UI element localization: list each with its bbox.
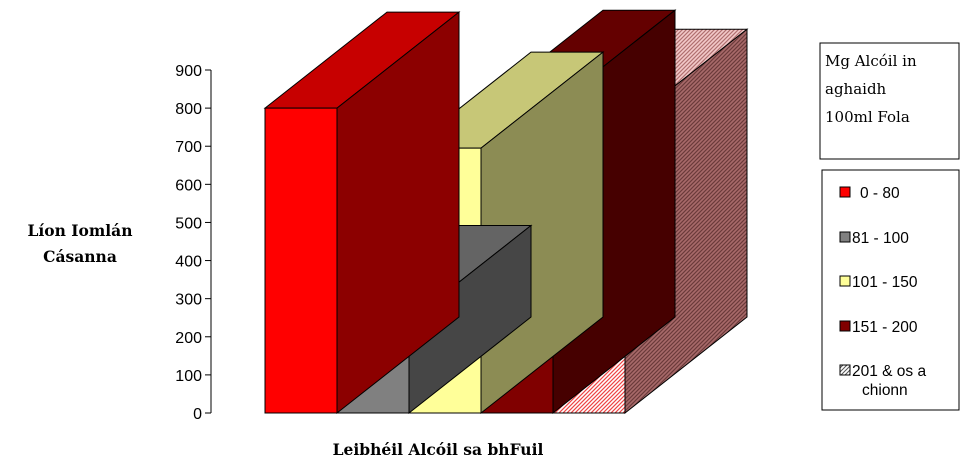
legend-item: 151 - 200 <box>839 319 918 336</box>
legend-title-box: Mg Alcóil in aghaidh 100ml Fola <box>819 42 960 160</box>
legend-label: 101 - 150 <box>852 274 918 291</box>
legend-title-line: Mg Alcóil in <box>825 52 917 70</box>
legend-label: 151 - 200 <box>852 319 918 336</box>
legend-label: 0 - 80 <box>860 185 900 202</box>
y-tick-label: 100 <box>175 368 202 385</box>
legend-title-frame <box>819 42 960 160</box>
legend-item: 0 - 80 <box>839 185 900 202</box>
y-tick-label: 400 <box>175 254 202 271</box>
legend-swatch <box>839 275 851 287</box>
y-tick-label: 0 <box>193 406 202 423</box>
legend-label: 201 & os a <box>852 363 926 380</box>
legend-swatch <box>839 364 851 376</box>
legend-item: 81 - 100 <box>839 230 909 247</box>
legend-swatch <box>839 320 851 332</box>
legend: Mg Alcóil in aghaidh 100ml Fola 0 - 80 81 - … <box>819 42 960 411</box>
legend-label: 81 - 100 <box>852 230 909 247</box>
bar <box>263 11 461 415</box>
y-tick-label: 900 <box>175 63 202 80</box>
legend-title-line: 100ml Fola <box>825 108 910 126</box>
legend-item: 201 & os a chionn <box>839 363 926 399</box>
legend-label: chionn <box>862 382 908 399</box>
y-axis-title-line: Cásanna <box>43 247 117 266</box>
y-tick-label: 800 <box>175 101 202 118</box>
legend-item: 101 - 150 <box>839 274 918 291</box>
y-tick-label: 600 <box>175 177 202 194</box>
x-axis-title: Leibhéil Alcóil sa bhFuil <box>333 440 544 459</box>
bars <box>263 9 749 415</box>
y-axis: 0 100 200 300 400 500 600 700 800 900 <box>175 63 212 423</box>
legend-box: 0 - 80 81 - 100 101 - 150 151 - 200 201 & os… <box>821 169 960 411</box>
y-axis-title: Líon Iomlán Cásanna <box>28 221 133 266</box>
y-tick-label: 700 <box>175 139 202 156</box>
y-tick-label: 500 <box>175 215 202 232</box>
bar-front-face <box>264 107 338 414</box>
legend-swatch <box>839 186 851 198</box>
legend-title-line: aghaidh <box>825 80 887 98</box>
y-tick-label: 300 <box>175 292 202 309</box>
y-axis-title-line: Líon Iomlán <box>28 221 133 240</box>
y-tick-label: 200 <box>175 330 202 347</box>
legend-swatch <box>839 231 851 243</box>
